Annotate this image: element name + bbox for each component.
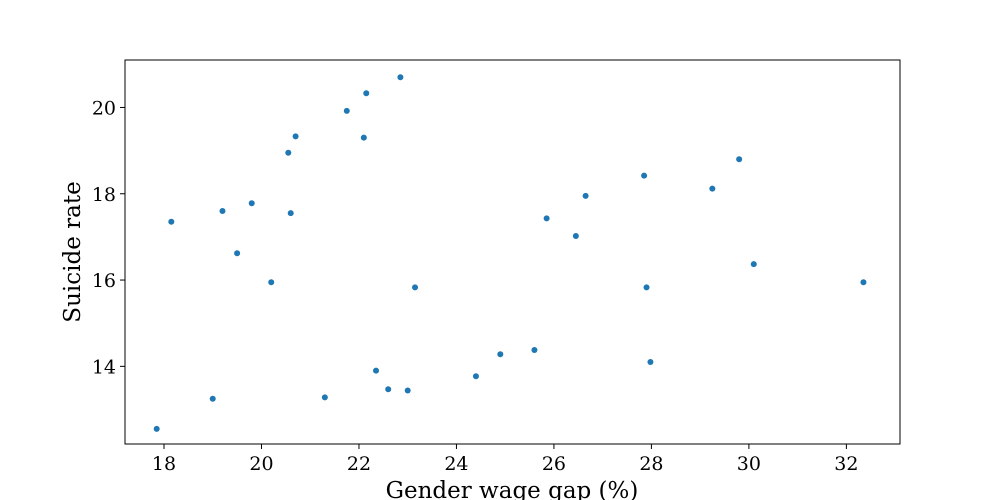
data-point <box>397 74 404 81</box>
data-point <box>168 218 175 225</box>
data-point <box>268 279 275 286</box>
data-point <box>209 395 216 402</box>
data-point <box>385 386 392 393</box>
x-axis-label: Gender wage gap (%) <box>386 478 639 500</box>
data-point <box>472 373 479 380</box>
data-point <box>572 233 579 240</box>
y-axis: 14 16 18 20 <box>92 97 125 378</box>
data-point <box>248 200 255 207</box>
plot-area-frame <box>124 59 901 445</box>
data-point <box>709 185 716 192</box>
data-point <box>287 210 294 217</box>
data-point <box>582 192 589 199</box>
x-tick-label: 22 <box>347 453 371 475</box>
data-point <box>360 134 367 141</box>
y-tick-label: 18 <box>92 184 116 206</box>
y-tick-label: 20 <box>92 97 116 119</box>
x-tick-label: 24 <box>444 453 468 475</box>
x-tick-label: 32 <box>834 453 858 475</box>
data-point <box>343 107 350 114</box>
data-point <box>860 279 867 286</box>
data-point <box>234 250 241 257</box>
data-point <box>497 351 504 358</box>
data-point <box>363 90 370 97</box>
x-tick-label: 26 <box>542 453 566 475</box>
data-point <box>412 284 419 291</box>
data-point <box>285 149 292 156</box>
y-axis-label: Suicide rate <box>60 181 86 322</box>
data-point <box>219 208 226 215</box>
y-tick-label: 16 <box>92 270 116 292</box>
x-tick-label: 18 <box>152 453 176 475</box>
data-point <box>404 387 411 394</box>
data-point <box>321 394 328 401</box>
x-tick-label: 20 <box>249 453 273 475</box>
data-point <box>643 284 650 291</box>
x-tick-label: 28 <box>639 453 663 475</box>
data-points <box>153 74 867 432</box>
data-point <box>736 156 743 163</box>
data-point <box>647 359 654 366</box>
data-point <box>750 261 757 268</box>
y-tick-label: 14 <box>92 356 116 378</box>
data-point <box>531 346 538 353</box>
x-tick-label: 30 <box>737 453 761 475</box>
x-axis: 18 20 22 24 26 28 30 32 <box>152 444 858 475</box>
data-point <box>641 172 648 179</box>
data-point <box>292 133 299 140</box>
data-point <box>153 425 160 432</box>
data-point <box>543 215 550 222</box>
data-point <box>373 367 380 374</box>
